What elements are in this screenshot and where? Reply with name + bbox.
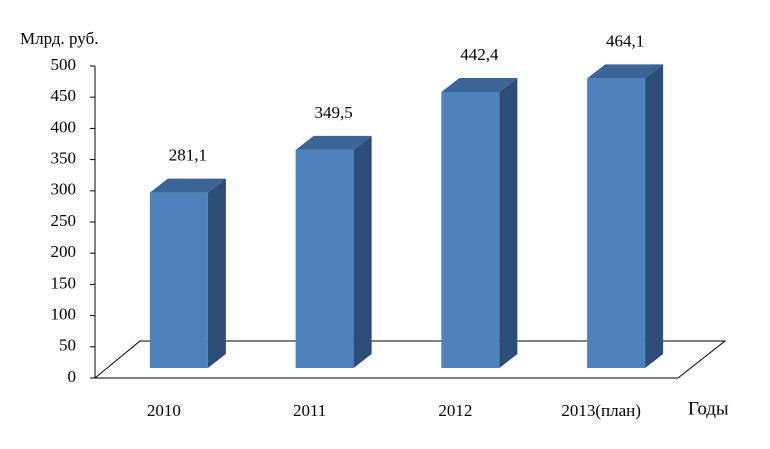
y-tick-label: 350 bbox=[51, 149, 77, 168]
data-label: 281,1 bbox=[169, 145, 207, 164]
bar-top bbox=[295, 135, 372, 150]
bar-front bbox=[149, 192, 208, 368]
x-axis-label: Годы bbox=[688, 398, 729, 419]
bar bbox=[441, 77, 518, 369]
x-tick-label: 2011 bbox=[293, 401, 326, 420]
y-tick-label: 0 bbox=[68, 367, 77, 386]
y-tick-label: 250 bbox=[51, 211, 77, 230]
y-tick-label: 50 bbox=[59, 336, 76, 355]
bar-front bbox=[295, 149, 354, 368]
y-tick-label: 500 bbox=[51, 55, 77, 74]
bar-top bbox=[441, 77, 518, 92]
data-label: 464,1 bbox=[606, 31, 644, 50]
bar-side bbox=[499, 77, 518, 369]
y-axis-label: Млрд. руб. bbox=[20, 29, 98, 48]
x-tick-label: 2010 bbox=[147, 401, 181, 420]
bar-side bbox=[207, 178, 226, 368]
y-tick-label: 400 bbox=[51, 117, 77, 136]
x-tick-label: 2013(план) bbox=[561, 401, 641, 420]
y-tick-label: 450 bbox=[51, 86, 77, 105]
floor bbox=[93, 340, 727, 379]
bar bbox=[149, 178, 226, 368]
y-tick-label: 200 bbox=[51, 242, 77, 261]
bar-side bbox=[645, 64, 664, 368]
data-label: 349,5 bbox=[315, 103, 353, 122]
bar bbox=[587, 64, 664, 368]
x-tick-label: 2012 bbox=[438, 401, 472, 420]
bar-front bbox=[587, 78, 646, 368]
data-label: 442,4 bbox=[460, 45, 499, 64]
bar-side bbox=[353, 135, 372, 368]
y-tick-label: 300 bbox=[51, 180, 77, 199]
bar-top bbox=[587, 64, 664, 79]
bar-top bbox=[149, 178, 226, 193]
y-tick-label: 150 bbox=[51, 273, 77, 292]
bar-front bbox=[441, 91, 500, 369]
bar bbox=[295, 135, 372, 368]
y-tick-label: 100 bbox=[51, 305, 77, 324]
